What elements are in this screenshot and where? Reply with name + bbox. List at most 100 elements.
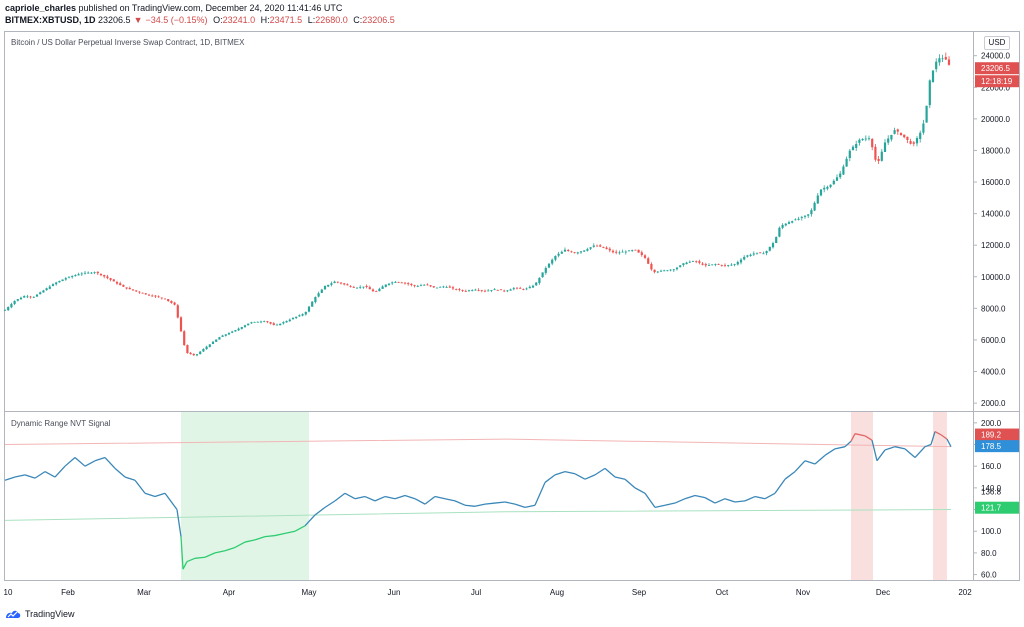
- candle-body: [362, 286, 365, 288]
- candle-body: [871, 138, 874, 148]
- candle-body: [739, 259, 743, 263]
- candle-body: [563, 249, 567, 252]
- candle-body: [311, 301, 314, 307]
- change-arrow-icon: ▼: [133, 15, 143, 25]
- candle-body: [906, 136, 909, 140]
- nvt-segment: [744, 495, 756, 502]
- nvt-segment: [134, 479, 146, 494]
- nvt-segment: [774, 478, 786, 494]
- nvt-segment: [464, 504, 476, 507]
- candle-body: [547, 263, 551, 268]
- candle-body: [567, 249, 570, 251]
- nvt-segment: [604, 467, 616, 478]
- candle-body: [522, 289, 525, 290]
- candle-body: [23, 296, 26, 298]
- time-tick-label: Jun: [388, 588, 401, 597]
- candle-body: [42, 290, 45, 293]
- nvt-segment: [154, 492, 166, 498]
- close-value: 23206.5: [362, 15, 395, 25]
- candle-body: [413, 285, 416, 287]
- nvt-segment: [24, 474, 36, 479]
- nvt-segment: [234, 541, 246, 549]
- candle-body: [877, 158, 880, 162]
- candle-body: [746, 255, 749, 257]
- candle-body: [509, 289, 512, 291]
- candle-body: [666, 270, 669, 272]
- nvt-segment: [284, 530, 296, 535]
- candle-body: [39, 292, 42, 295]
- candle-body: [16, 299, 19, 301]
- nvt-segment: [824, 448, 836, 456]
- nvt-tick-label: 100.0: [981, 527, 1002, 536]
- nvt-segment: [4, 476, 16, 481]
- candle-body: [288, 319, 291, 322]
- candle-body: [365, 285, 368, 287]
- nvt-segment: [84, 460, 96, 467]
- candle-body: [275, 324, 279, 326]
- candle-body: [691, 261, 695, 262]
- candle-body: [912, 142, 915, 144]
- nvt-segment: [574, 473, 586, 480]
- nvt-segment: [614, 476, 626, 480]
- nvt-segment: [444, 498, 456, 502]
- candle-body: [922, 123, 925, 133]
- candle-body: [32, 296, 35, 298]
- candle-body: [144, 293, 147, 295]
- nvt-segment: [714, 498, 726, 504]
- nvt-segment: [844, 440, 852, 448]
- candle-body: [141, 292, 144, 294]
- candle-body: [115, 282, 119, 284]
- price-tick-label: 20000.0: [981, 115, 1010, 124]
- candle-body: [173, 302, 176, 305]
- nvt-segment: [144, 492, 156, 498]
- candle-body: [893, 130, 896, 134]
- nvt-segment: [684, 494, 696, 500]
- candle-body: [93, 272, 96, 274]
- currency-button[interactable]: USD: [984, 36, 1010, 50]
- time-tick-label: Nov: [796, 588, 810, 597]
- nvt-value-badge-1: [975, 440, 1019, 453]
- candle-body: [682, 263, 685, 266]
- low-value: 22680.0: [315, 15, 348, 25]
- candle-body: [227, 333, 231, 335]
- candle-body: [336, 281, 339, 283]
- nvt-segment: [624, 478, 636, 489]
- candle-body: [919, 132, 922, 140]
- candle-body: [58, 280, 61, 283]
- nvt-segment: [484, 502, 496, 505]
- candle-body: [176, 305, 179, 318]
- candle-body: [455, 289, 458, 290]
- nvt-value-label: 121.7: [981, 504, 1002, 513]
- candle-body: [627, 250, 631, 252]
- overbought-zone-1: [933, 412, 947, 580]
- candle-body: [10, 304, 13, 308]
- candle-body: [323, 286, 327, 290]
- nvt-segment: [104, 457, 116, 469]
- high-value: 23471.5: [269, 15, 303, 25]
- price-tick-label: 22000.0: [981, 83, 1010, 92]
- tradingview-logo-icon: [6, 610, 21, 618]
- candle-body: [106, 276, 109, 279]
- nvt-segment: [434, 495, 446, 500]
- candle-body: [295, 316, 298, 319]
- nvt-segment: [374, 495, 386, 502]
- candle-body: [407, 283, 410, 285]
- tradingview-footer[interactable]: TradingView: [4, 608, 75, 620]
- publisher-name[interactable]: capriole_charles: [5, 3, 77, 13]
- candle-body: [80, 273, 83, 275]
- candle-body: [727, 265, 730, 266]
- candle-body: [192, 353, 195, 356]
- candle-body: [423, 284, 426, 286]
- nvt-segment: [244, 539, 256, 543]
- candle-body: [215, 339, 218, 342]
- published-text: published on TradingView.com, December 2…: [76, 3, 343, 13]
- candle-body: [775, 237, 778, 243]
- candle-body: [74, 275, 77, 277]
- candle-body: [304, 311, 307, 315]
- tradingview-brand-label: TradingView: [25, 609, 75, 619]
- nvt-segment: [594, 467, 606, 476]
- candle-body: [234, 330, 237, 332]
- candle-body: [515, 287, 519, 289]
- nvt-segment: [176, 509, 182, 537]
